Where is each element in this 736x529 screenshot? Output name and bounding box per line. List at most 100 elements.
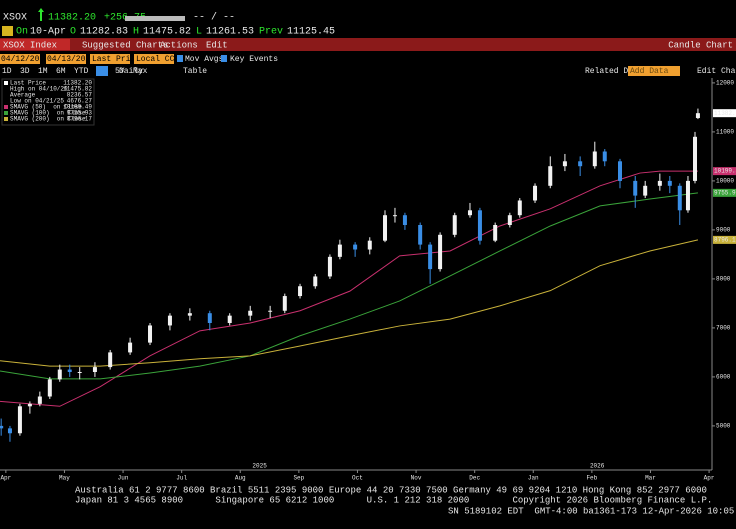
period-button[interactable]: 1D [2,67,12,76]
candle-body [467,210,472,216]
candle-body [643,185,648,196]
x-tick-label: May [59,475,70,482]
mov-avgs[interactable]: Mov Avgs [185,55,224,64]
candle-body [695,113,700,119]
legend-name: Low on 04/21/25 [10,98,64,105]
candle-body [677,185,682,211]
candle-body [148,325,153,343]
add-data[interactable]: Add Data [630,67,669,76]
candle-body [313,276,318,287]
candle-body [402,215,407,225]
candle-body [383,215,388,241]
security[interactable]: XSOX Index [3,40,57,50]
chart-title: Candle Chart [668,40,733,50]
candle-body [227,315,232,323]
candle-body [0,425,4,429]
open-label: O [70,27,76,38]
candle-body [167,315,172,326]
moving-average [0,170,698,407]
ma-marker [713,188,736,197]
start-date[interactable]: 04/12/2025 [1,55,49,64]
field-box[interactable] [90,54,130,64]
legend-name: SMAVG (50) on Close [10,104,82,111]
end-date[interactable]: 04/13/2026 [47,55,95,64]
period-button[interactable]: 3D [20,67,30,76]
legend-swatch [4,81,8,85]
checkbox[interactable] [221,55,227,62]
candle-body [617,161,622,181]
candle-body [548,166,553,186]
frequency[interactable]: Daily [119,67,143,76]
ccy-box[interactable] [134,54,174,64]
edit-chart[interactable]: Edit Chart [697,67,736,76]
x-tick-label: Jan [528,475,539,482]
candle-body [7,428,12,434]
legend-swatch [4,111,8,115]
related-data[interactable]: Related Data [585,67,643,76]
low-label: L [196,27,202,38]
candle-body [353,244,358,250]
period-button[interactable]: 5Y [115,67,125,76]
candle-body [493,225,498,241]
edit[interactable]: Edit [206,40,228,50]
footer-line: Japan 81 3 4565 8900 Singapore 65 6212 1… [75,495,712,505]
y-tick-label: 12000 [716,79,734,86]
start-box[interactable] [0,54,40,64]
period-button[interactable]: 1M [38,67,48,76]
x-tick-label: Dec [469,475,480,482]
y-tick-label: 9000 [716,226,731,233]
actions[interactable]: Actions [160,40,198,50]
year-label: 2025 [252,463,267,470]
x-tick-label: Feb [586,475,597,482]
high-label: H [133,27,139,38]
candle-body [507,215,512,225]
candle-body [685,180,690,211]
period-highlight [96,66,108,76]
field[interactable]: Last Price [92,55,140,64]
security-box[interactable] [0,39,70,50]
legend-value: 9755.93 [67,110,93,117]
legend-value: 4676.27 [67,98,93,105]
candle-body [693,136,698,181]
legend-value: 10199.49 [63,104,92,111]
candle-body [428,244,433,270]
prev: 11125.45 [287,27,335,38]
currency[interactable]: Local CCY [136,55,179,64]
footer-line: SN 5189102 EDT GMT-4:00 ba1361-173 12-Ap… [448,506,736,516]
period-button[interactable]: YTD [74,67,89,76]
candle-body [128,342,133,353]
candle-body [17,406,22,434]
suggested-charts[interactable]: Suggested Charts [82,40,168,50]
icon [2,26,13,36]
y-tick-label: 6000 [716,373,731,380]
legend-swatch [4,105,8,109]
add-box[interactable] [628,66,680,76]
key-events[interactable]: Key Events [230,55,278,64]
table[interactable]: Table [183,67,207,76]
end-box[interactable] [46,54,86,64]
ticker: XSOX [3,13,27,24]
period-button[interactable]: 6M [56,67,66,76]
footer-line: Australia 61 2 9777 8600 Brazil 5511 239… [75,485,707,495]
legend-name: High on 04/10/26 [10,86,68,93]
candle-body [268,310,273,312]
candle-body [67,369,72,372]
x-tick-label: Apr [704,475,715,482]
candle-body [187,313,192,316]
on-label: On [16,27,28,38]
candle-body [392,215,397,217]
legend-box [1,78,95,126]
candle-body [92,367,97,372]
ma-marker [713,167,736,176]
candle-body [592,151,597,167]
candle-body [367,240,372,250]
high: 11475.82 [143,27,191,38]
period-button[interactable]: Max [133,67,148,76]
candle-body [298,286,303,297]
y-tick-label: 11000 [716,128,734,135]
x-tick-label: Oct [352,475,363,482]
checkbox[interactable] [177,55,183,62]
legend-value: 11382.20 [63,80,92,87]
candle-body [37,396,42,404]
